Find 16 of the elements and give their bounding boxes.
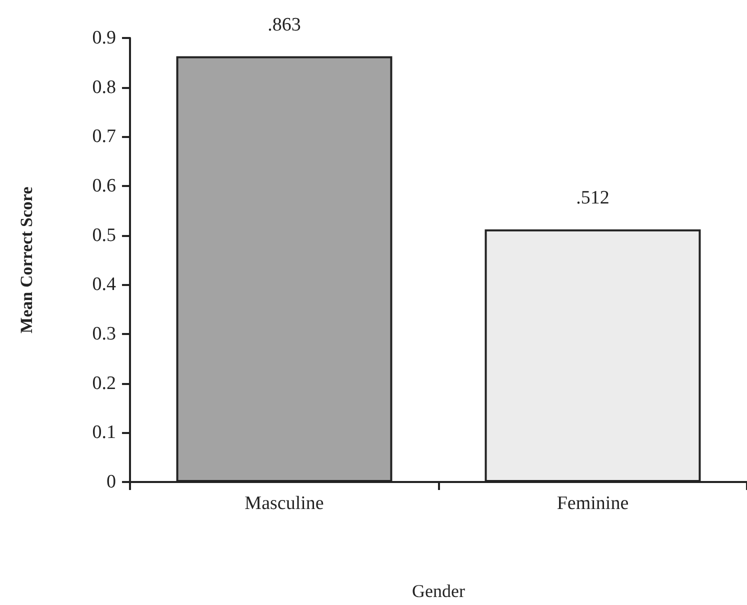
y-axis-title: Mean Correct Score bbox=[17, 186, 36, 334]
y-tick-label: 0.9 bbox=[92, 28, 116, 48]
x-axis-title: Gender bbox=[412, 581, 465, 601]
data-label: .863 bbox=[268, 14, 301, 36]
y-tick-label: 0.7 bbox=[92, 126, 116, 148]
y-tick-label: 0.8 bbox=[92, 76, 116, 98]
y-tick-label: 0.5 bbox=[92, 224, 116, 246]
y-tick-label: 0.3 bbox=[92, 324, 116, 344]
y-tick-label: 0.2 bbox=[92, 372, 116, 394]
x-tick-label: Masculine bbox=[244, 493, 324, 514]
y-tick-label: 0.6 bbox=[92, 176, 116, 196]
y-tick-label: 0 bbox=[106, 472, 116, 492]
y-tick-label: 0.4 bbox=[92, 274, 116, 296]
x-tick-label: Feminine bbox=[556, 493, 629, 514]
y-tick-label: 0.1 bbox=[92, 422, 116, 444]
data-label: .512 bbox=[576, 187, 610, 208]
